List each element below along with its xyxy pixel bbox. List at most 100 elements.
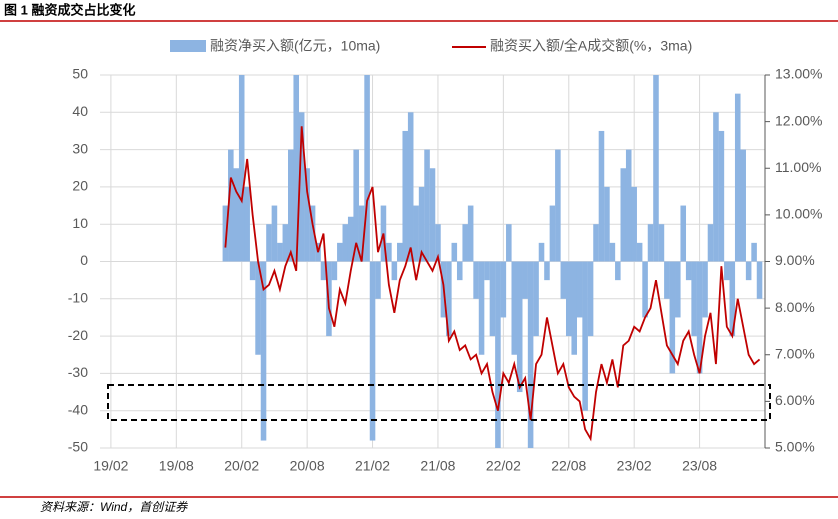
x-tick-label: 22/08 bbox=[551, 458, 586, 474]
bar bbox=[435, 224, 441, 262]
bar bbox=[734, 93, 741, 262]
bar bbox=[413, 205, 419, 262]
bar bbox=[647, 224, 654, 262]
highlight-box bbox=[107, 384, 771, 421]
bar bbox=[304, 168, 310, 262]
bar bbox=[244, 186, 250, 262]
bar bbox=[582, 261, 588, 411]
bar bbox=[446, 261, 452, 337]
bar bbox=[369, 261, 376, 441]
bar bbox=[615, 261, 621, 281]
bar bbox=[609, 242, 616, 262]
bar bbox=[593, 224, 599, 262]
bar bbox=[538, 242, 545, 262]
bar bbox=[756, 261, 763, 299]
x-tick-label: 21/08 bbox=[420, 458, 455, 474]
bar bbox=[495, 261, 501, 448]
source-note: 资料来源：Wind，首创证券 bbox=[40, 500, 188, 514]
bar bbox=[642, 261, 648, 318]
bar bbox=[729, 261, 736, 337]
bar bbox=[713, 112, 719, 262]
y2-tick-label: 13.00% bbox=[775, 66, 822, 82]
bar bbox=[320, 261, 327, 281]
y-tick-label: 50 bbox=[72, 66, 88, 82]
y-tick-label: -10 bbox=[68, 290, 88, 306]
y-tick-label: -50 bbox=[68, 439, 88, 455]
y-tick-label: 0 bbox=[80, 252, 88, 268]
bar bbox=[516, 261, 523, 393]
bar bbox=[691, 261, 697, 337]
bar bbox=[397, 242, 403, 262]
bar bbox=[402, 130, 409, 262]
bar bbox=[347, 216, 354, 262]
bar bbox=[337, 242, 343, 262]
bar bbox=[462, 224, 468, 262]
bar bbox=[527, 261, 534, 448]
bar bbox=[222, 205, 229, 262]
bar bbox=[293, 75, 300, 262]
bar bbox=[233, 168, 240, 262]
y-tick-label: 20 bbox=[72, 178, 88, 194]
bar bbox=[424, 149, 430, 262]
bar bbox=[625, 149, 632, 262]
bar bbox=[249, 261, 256, 281]
bar bbox=[386, 242, 392, 262]
y-tick-label: -40 bbox=[68, 401, 88, 417]
bar bbox=[696, 261, 703, 374]
legend-swatch bbox=[170, 40, 206, 52]
x-tick-label: 19/08 bbox=[159, 458, 194, 474]
bar bbox=[658, 224, 665, 262]
bar bbox=[718, 130, 725, 262]
bar bbox=[478, 261, 485, 355]
bar bbox=[506, 224, 512, 262]
bar bbox=[680, 205, 687, 262]
x-tick-label: 20/08 bbox=[290, 458, 325, 474]
bar bbox=[298, 112, 305, 262]
bar bbox=[277, 242, 283, 262]
bar bbox=[707, 224, 714, 262]
bar bbox=[724, 261, 730, 281]
y-tick-label: 30 bbox=[72, 140, 88, 156]
bar bbox=[353, 149, 359, 262]
figure-title: 图 1 融资成交占比变化 bbox=[4, 2, 135, 17]
bar bbox=[429, 168, 436, 262]
bar bbox=[456, 261, 463, 281]
bar bbox=[636, 242, 643, 262]
y2-tick-label: 5.00% bbox=[775, 439, 815, 455]
bar bbox=[511, 261, 518, 355]
bar bbox=[549, 205, 556, 262]
bar bbox=[598, 130, 605, 262]
bar bbox=[533, 261, 539, 337]
y-tick-label: -20 bbox=[68, 327, 88, 343]
y-tick-label: 10 bbox=[72, 215, 88, 231]
x-tick-label: 20/02 bbox=[224, 458, 259, 474]
x-tick-label: 23/08 bbox=[682, 458, 717, 474]
y2-tick-label: 11.00% bbox=[775, 159, 821, 175]
bar bbox=[391, 261, 398, 281]
bar bbox=[282, 224, 289, 262]
bar bbox=[653, 75, 659, 262]
bar bbox=[342, 224, 349, 262]
y2-tick-label: 8.00% bbox=[775, 299, 815, 315]
bar bbox=[669, 261, 676, 374]
plot-area bbox=[222, 75, 763, 448]
bar bbox=[309, 205, 316, 262]
bar bbox=[631, 186, 637, 262]
bar bbox=[587, 261, 594, 337]
bar bbox=[418, 186, 425, 262]
bar bbox=[576, 261, 583, 318]
bar bbox=[255, 261, 261, 355]
bar bbox=[571, 261, 578, 355]
bar bbox=[489, 261, 496, 337]
bar bbox=[500, 261, 507, 318]
y-tick-label: -30 bbox=[68, 364, 88, 380]
bar bbox=[522, 261, 528, 299]
y2-tick-label: 6.00% bbox=[775, 392, 815, 408]
bar bbox=[685, 261, 692, 281]
bar bbox=[675, 261, 681, 318]
bar bbox=[238, 75, 245, 262]
bar bbox=[467, 205, 474, 262]
x-tick-label: 23/02 bbox=[617, 458, 652, 474]
bar bbox=[604, 186, 610, 262]
bar bbox=[287, 149, 294, 262]
